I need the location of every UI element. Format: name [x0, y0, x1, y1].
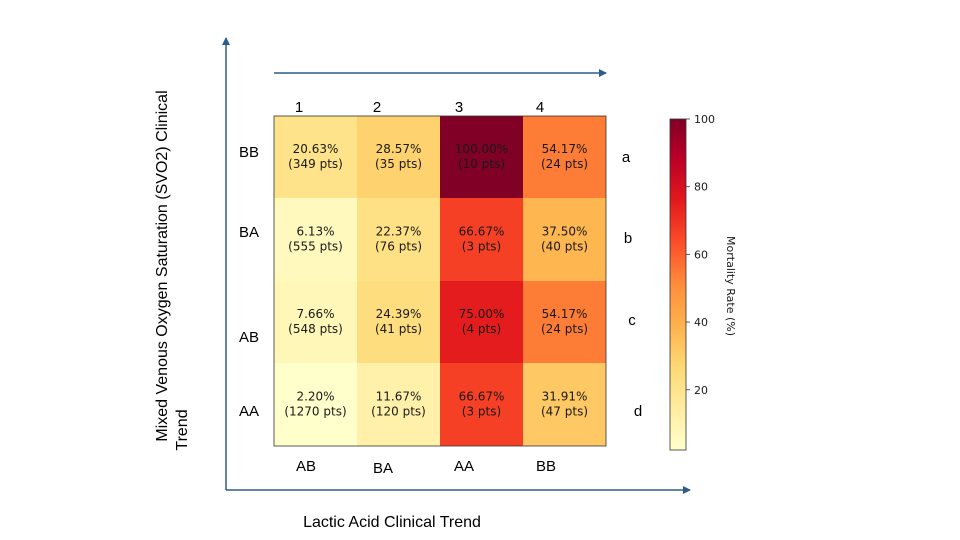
row-label-ab: AB — [239, 329, 259, 346]
row-label-ba: BA — [239, 224, 259, 241]
heatmap-cell-r4-c2 — [357, 363, 440, 446]
colorbar-tick-label: 20 — [694, 384, 708, 397]
cell-value-label: 54.17% — [542, 142, 588, 156]
cell-count-label: (548 pts) — [288, 322, 343, 336]
cell-value-label: 54.17% — [542, 307, 588, 321]
x-axis-title: Lactic Acid Clinical Trend — [303, 514, 481, 531]
heatmap-cell-r3-c3 — [440, 281, 523, 363]
column-label-ba: BA — [373, 460, 393, 477]
cell-count-label: (40 pts) — [541, 240, 588, 254]
cell-value-label: 22.37% — [376, 225, 422, 239]
cell-count-label: (41 pts) — [375, 322, 422, 336]
heatmap-frame — [273, 115, 607, 447]
column-label-aa: AA — [454, 458, 474, 475]
cell-value-label: 6.13% — [296, 225, 334, 239]
cell-count-label: (10 pts) — [458, 157, 505, 171]
heatmap-cell-r3-c2 — [357, 281, 440, 363]
colorbar-tick-label: 80 — [694, 181, 708, 194]
column-number-2: 2 — [373, 99, 381, 116]
colorbar-ticks: 20 40 60 80 100 — [686, 113, 715, 397]
colorbar-tick-label: 40 — [694, 316, 708, 329]
column-number-4: 4 — [536, 99, 544, 116]
heatmap-cell-r1-c3 — [440, 116, 523, 198]
cell-value-label: 28.57% — [376, 142, 422, 156]
heatmap-cell-r2-c3 — [440, 198, 523, 281]
heatmap-cell-r1-c1 — [274, 116, 357, 198]
heatmap-cell-r4-c4 — [523, 363, 606, 446]
colorbar-label: Mortality Rate (%) — [724, 236, 737, 336]
column-number-1: 1 — [295, 99, 303, 116]
row-letter-c: c — [628, 312, 636, 329]
cell-value-label: 11.67% — [376, 390, 422, 404]
cell-value-label: 75.00% — [459, 307, 505, 321]
column-label-bb: BB — [536, 458, 556, 475]
cell-value-label: 100.00% — [455, 142, 508, 156]
heatmap-cell-r4-c1 — [274, 363, 357, 446]
cell-value-label: 2.20% — [296, 390, 334, 404]
row-letter-a: a — [622, 149, 631, 166]
cell-count-label: (24 pts) — [541, 157, 588, 171]
cell-value-label: 66.67% — [459, 390, 505, 404]
row-label-aa: AA — [239, 403, 259, 420]
heatmap-cell-r3-c1 — [274, 281, 357, 363]
cell-count-label: (3 pts) — [462, 405, 501, 419]
cell-count-label: (349 pts) — [288, 157, 343, 171]
cell-value-label: 7.66% — [296, 307, 334, 321]
heatmap-cell-r2-c4 — [523, 198, 606, 281]
cell-value-label: 20.63% — [293, 142, 339, 156]
row-letter-d: d — [634, 403, 642, 420]
colorbar-tick-label: 60 — [694, 248, 708, 261]
cell-value-label: 31.91% — [542, 390, 588, 404]
cell-count-label: (555 pts) — [288, 240, 343, 254]
cell-count-label: (120 pts) — [371, 405, 426, 419]
y-axis-title-line1: Mixed Venous Oxygen Saturation (SVO2) Cl… — [154, 90, 171, 441]
cell-count-label: (4 pts) — [462, 322, 501, 336]
colorbar — [669, 118, 687, 451]
colorbar-tick-label: 100 — [694, 113, 715, 126]
heatmap-cells: 20.63%(349 pts) 28.57%(35 pts) 100.00%(10 … — [274, 116, 606, 446]
cell-value-label: 24.39% — [376, 307, 422, 321]
heatmap-cell-r2-c1 — [274, 198, 357, 281]
row-letter-b: b — [624, 230, 632, 247]
heatmap-cell-r3-c4 — [523, 281, 606, 363]
column-label-ab: AB — [296, 458, 316, 475]
heatmap-cell-r4-c3 — [440, 363, 523, 446]
cell-count-label: (1270 pts) — [284, 405, 346, 419]
cell-count-label: (24 pts) — [541, 322, 588, 336]
heatmap-cell-r1-c4 — [523, 116, 606, 198]
cell-count-label: (35 pts) — [375, 157, 422, 171]
row-label-bb: BB — [239, 144, 259, 161]
cell-count-label: (3 pts) — [462, 240, 501, 254]
y-axis-title-line2: Trend — [174, 409, 191, 450]
heatmap-cell-r2-c2 — [357, 198, 440, 281]
column-number-3: 3 — [455, 99, 463, 116]
heatmap-cell-r1-c2 — [357, 116, 440, 198]
cell-count-label: (76 pts) — [375, 240, 422, 254]
cell-value-label: 66.67% — [459, 225, 505, 239]
cell-value-label: 37.50% — [542, 225, 588, 239]
cell-count-label: (47 pts) — [541, 405, 588, 419]
